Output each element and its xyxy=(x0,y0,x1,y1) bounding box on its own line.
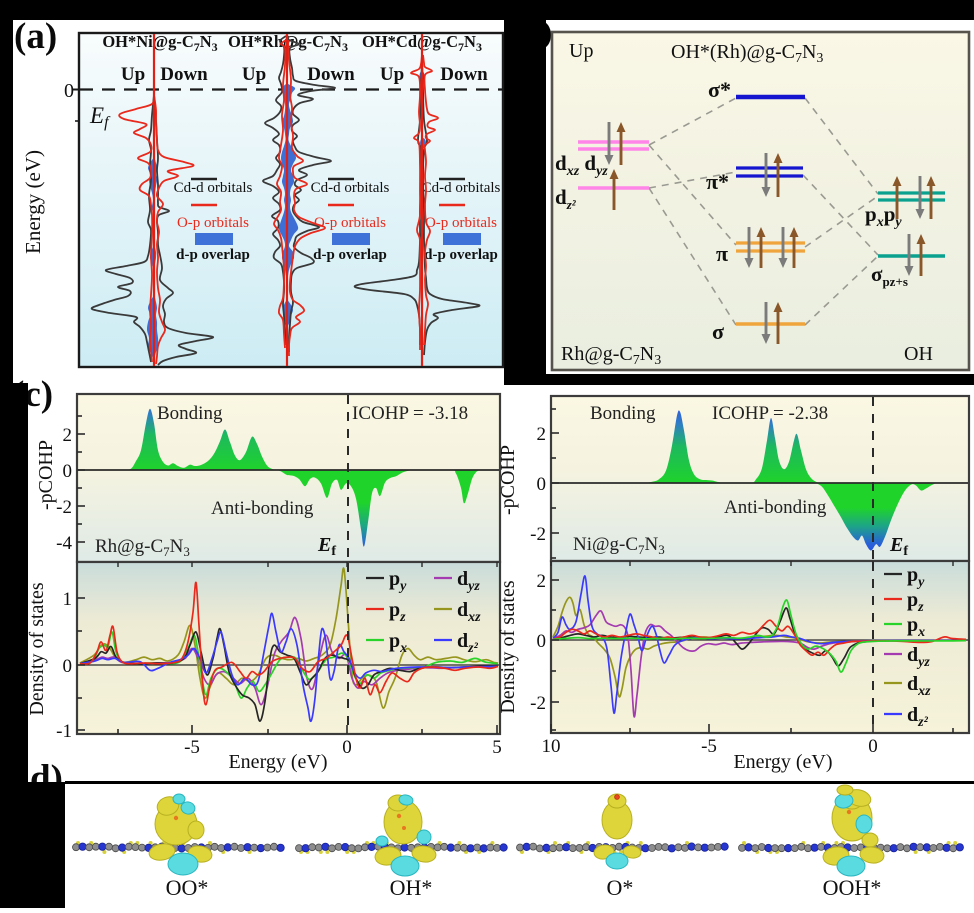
svg-text:0: 0 xyxy=(868,736,878,757)
svg-text:d-p overlap: d-p overlap xyxy=(176,247,250,263)
svg-text:Up: Up xyxy=(569,40,593,62)
svg-text:Anti-bonding: Anti-bonding xyxy=(724,497,827,518)
svg-text:Down: Down xyxy=(160,64,208,85)
svg-text:d-p overlap: d-p overlap xyxy=(424,247,498,263)
svg-text:-5: -5 xyxy=(701,736,717,757)
svg-text:5: 5 xyxy=(492,737,502,758)
svg-text:Density of states: Density of states xyxy=(26,582,48,716)
svg-text:2: 2 xyxy=(537,571,547,592)
svg-text:Cd-d orbitals: Cd-d orbitals xyxy=(174,180,253,196)
svg-text:OH*Ni@g-C7N3: OH*Ni@g-C7N3 xyxy=(102,32,217,54)
svg-text:Cd-d orbitals: Cd-d orbitals xyxy=(311,180,390,196)
svg-text:0: 0 xyxy=(537,474,547,495)
svg-text:Anti-bonding: Anti-bonding xyxy=(211,498,314,519)
svg-text:O-p orbitals: O-p orbitals xyxy=(314,215,386,231)
svg-text:π*: π* xyxy=(706,169,729,194)
svg-text:Ni@g-C7N3: Ni@g-C7N3 xyxy=(573,534,665,557)
svg-text:ICOHP = -2.38: ICOHP = -2.38 xyxy=(712,403,828,424)
svg-text:O*: O* xyxy=(607,875,634,900)
svg-text:OH*: OH* xyxy=(390,875,433,900)
svg-text:2: 2 xyxy=(63,425,73,446)
svg-text:Bonding: Bonding xyxy=(590,403,656,424)
svg-text:1: 1 xyxy=(63,589,73,610)
svg-text:Rh@g-C7N3: Rh@g-C7N3 xyxy=(95,536,190,559)
svg-text:ICOHP = -3.18: ICOHP = -3.18 xyxy=(352,403,468,424)
svg-text:0: 0 xyxy=(63,461,73,482)
svg-text:Up: Up xyxy=(380,64,404,85)
svg-text:σ: σ xyxy=(712,319,724,344)
svg-text:0: 0 xyxy=(537,631,547,652)
svg-text:-pCOHP: -pCOHP xyxy=(35,440,57,510)
svg-text:0: 0 xyxy=(342,737,352,758)
svg-text:-2: -2 xyxy=(56,497,72,518)
svg-text:O-p orbitals: O-p orbitals xyxy=(177,215,249,231)
svg-text:-pCOHP: -pCOHP xyxy=(497,445,519,515)
svg-text:OH: OH xyxy=(904,343,933,365)
svg-text:π: π xyxy=(716,241,728,266)
svg-text:-4: -4 xyxy=(56,533,72,554)
svg-text:Rh@g-C7N3: Rh@g-C7N3 xyxy=(561,343,661,368)
svg-text:(a): (a) xyxy=(14,16,57,57)
svg-text:Density of states: Density of states xyxy=(497,580,519,714)
svg-text:-2: -2 xyxy=(530,524,546,545)
svg-text:O-p orbitals: O-p orbitals xyxy=(425,215,497,231)
svg-text:Cd-d orbitals: Cd-d orbitals xyxy=(422,180,501,196)
svg-text:d-p overlap: d-p overlap xyxy=(313,247,387,263)
svg-text:Up: Up xyxy=(242,64,266,85)
svg-text:Bonding: Bonding xyxy=(157,403,223,424)
svg-text:10: 10 xyxy=(542,736,561,757)
svg-text:-2: -2 xyxy=(530,693,546,714)
svg-text:OO*: OO* xyxy=(166,875,209,900)
svg-text:-1: -1 xyxy=(56,721,72,742)
svg-text:σ*: σ* xyxy=(708,77,731,102)
svg-text:0: 0 xyxy=(63,656,73,677)
svg-text:2: 2 xyxy=(537,424,547,445)
svg-text:Energy (eV): Energy (eV) xyxy=(228,751,327,773)
svg-text:0: 0 xyxy=(64,80,74,102)
svg-text:Up: Up xyxy=(121,64,145,85)
svg-text:Energy (eV): Energy (eV) xyxy=(733,751,832,773)
svg-text:OOH*: OOH* xyxy=(823,875,882,900)
svg-text:Down: Down xyxy=(307,64,355,85)
svg-text:Energy (eV): Energy (eV) xyxy=(21,150,45,254)
svg-text:-5: -5 xyxy=(184,737,200,758)
svg-text:Down: Down xyxy=(440,64,488,85)
